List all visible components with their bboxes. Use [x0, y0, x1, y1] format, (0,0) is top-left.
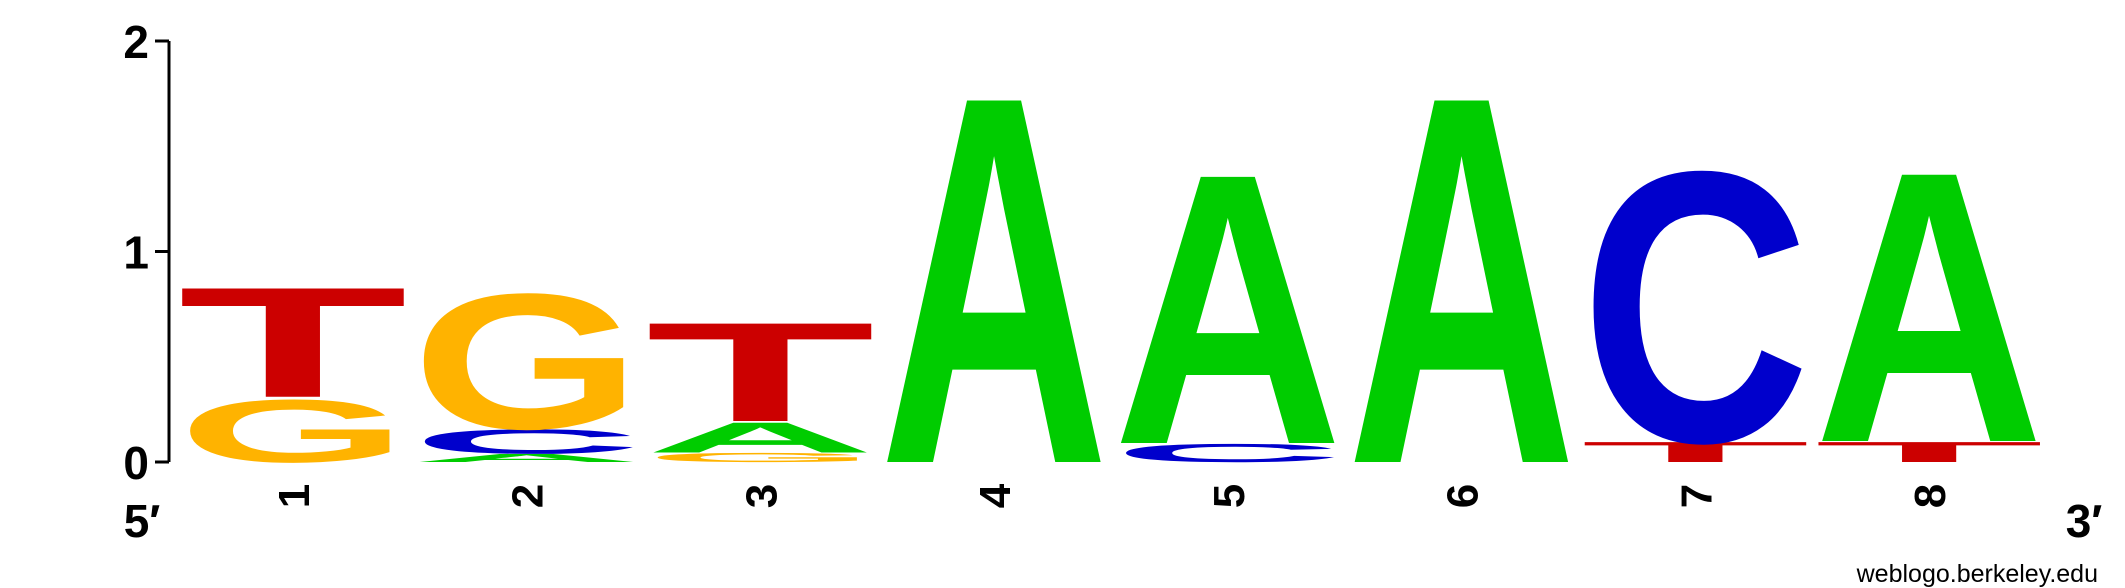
letter-group: C [412, 422, 642, 461]
logo-letter: C [1581, 90, 1811, 523]
logo-letter: G [178, 382, 408, 482]
letter-group: A [1814, 90, 2044, 523]
x-tick-label: 7 [1672, 484, 1721, 508]
letter-group: T [178, 255, 408, 430]
start-label: 5′ [124, 495, 161, 547]
end-label: 3′ [2066, 495, 2103, 547]
letter-group: C [1581, 90, 1811, 523]
logo-letter: A [879, 0, 1109, 575]
logo-letter: G [412, 254, 642, 470]
letter-group: A [646, 414, 876, 462]
letter-group: A [1113, 93, 1343, 526]
x-tick-label: 6 [1439, 484, 1488, 508]
x-tick-label: 1 [270, 484, 319, 508]
logo-letter: T [646, 293, 876, 451]
logo-letter: T [178, 255, 408, 430]
letter-group: A [879, 0, 1109, 575]
letter-group: A [1347, 0, 1577, 575]
x-tick-label: 3 [737, 484, 786, 508]
y-tick-label: 2 [123, 16, 149, 68]
logo-letter: A [1347, 0, 1577, 575]
footer: weblogo.berkeley.edu [1856, 560, 2098, 588]
x-tick-label: 4 [971, 483, 1020, 508]
letter-group: G [646, 450, 876, 465]
letter-group: G [412, 254, 642, 470]
logo-letter: T [1581, 436, 1811, 469]
letter-group: T [1814, 436, 2044, 469]
logo-letter: C [412, 422, 642, 461]
logo-letter: A [646, 414, 876, 462]
logo-letter: A [412, 452, 642, 465]
letter-group: C [1113, 439, 1343, 468]
logo-letter: G [646, 450, 876, 465]
letter-group: T [1581, 436, 1811, 469]
logo-letter: A [1113, 93, 1343, 526]
logo-letter: C [1113, 439, 1343, 468]
y-tick-label: 1 [123, 227, 149, 279]
x-tick-label: 8 [1906, 484, 1955, 508]
letter-group: A [412, 452, 642, 465]
letter-group: T [646, 293, 876, 451]
logo-letter: T [1814, 436, 2044, 469]
logo-letter: A [1814, 90, 2044, 523]
letter-group: G [178, 382, 408, 482]
x-tick-label: 5 [1205, 484, 1254, 508]
x-tick-label: 2 [504, 484, 553, 508]
y-tick-label: 0 [123, 437, 149, 489]
